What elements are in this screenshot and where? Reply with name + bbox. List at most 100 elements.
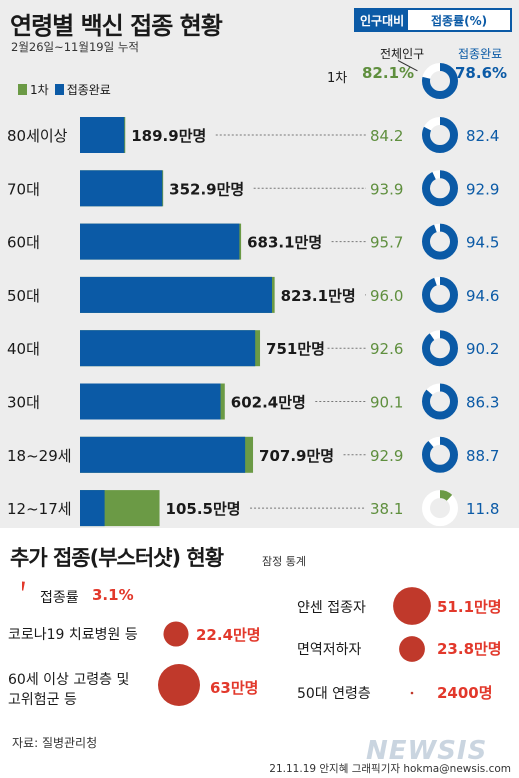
- legend-first-dose-label: 1차: [30, 83, 49, 97]
- first-dose-pct: 92.6: [370, 340, 403, 358]
- booster-rate-donut: [6, 581, 38, 613]
- bar-value-label: 105.5만명: [166, 500, 241, 518]
- booster-group-label: 얀센 접종자: [297, 600, 366, 616]
- legend-completed-label: 접종완료: [66, 83, 111, 97]
- booster-bubble: [163, 621, 189, 647]
- booster-group-label: 면역저하자: [297, 642, 362, 658]
- booster-group-label: 50대 연령층: [297, 686, 371, 702]
- completed-pct: 94.5: [466, 234, 499, 252]
- overall-donut-arc: [422, 63, 458, 99]
- age-donut-arc: [422, 276, 458, 313]
- completed-pct: 82.4: [466, 127, 499, 145]
- first-dose-pct: 38.1: [370, 500, 403, 518]
- overall-first-pct: 82.1%: [362, 64, 415, 82]
- overall-done-pct: 78.6%: [455, 64, 508, 82]
- completed-pct: 86.3: [466, 394, 499, 412]
- completed-pct: 94.6: [466, 287, 499, 305]
- completed-bar: [80, 383, 221, 420]
- age-donut-arc: [422, 117, 458, 153]
- booster-group-label: 60세 이상 고령층 및: [8, 672, 130, 688]
- category-label: 80세이상: [7, 127, 68, 145]
- completed-bar: [80, 276, 272, 313]
- category-label: 18~29세: [7, 447, 72, 465]
- first-dose-pct: 84.2: [370, 127, 403, 145]
- bar-value-label: 352.9만명: [169, 180, 244, 198]
- bar-value-label: 189.9만명: [131, 127, 206, 145]
- page-title: 연령별 백신 접종 현황: [10, 12, 223, 40]
- booster-bubble: [399, 636, 425, 662]
- booster-group-value: 22.4만명: [196, 626, 261, 644]
- category-label: 60대: [7, 234, 40, 252]
- completed-bar: [80, 223, 240, 260]
- legend-completed-swatch: [54, 84, 64, 95]
- period-label: 2월26일~11월19일 누적: [11, 40, 139, 54]
- age-donut: [422, 223, 458, 260]
- age-bar-chart: 80세이상 189.9만명 84.2 82.4 70대 352.9만명 93.9 92.9 60…: [7, 63, 499, 527]
- completed-pct: 88.7: [466, 447, 499, 465]
- booster-bubble: [393, 587, 431, 625]
- first-dose-pct: 92.9: [370, 447, 403, 465]
- first-dose-pct: 96.0: [370, 287, 403, 305]
- age-donut-arc: [422, 436, 458, 473]
- age-donut-arc: [422, 330, 458, 367]
- booster-group-value: 23.8만명: [437, 640, 502, 658]
- booster-group-label-line2: 고위험군 등: [8, 692, 77, 708]
- completed-bar: [80, 117, 125, 153]
- booster-subtitle: 잠정 통계: [262, 555, 306, 568]
- newsis-watermark: NEWSIS: [366, 736, 488, 766]
- age-donut: [422, 276, 458, 313]
- completed-pct: 11.8: [466, 500, 499, 518]
- booster-group-value: 2400명: [437, 684, 493, 702]
- age-donut: [422, 490, 458, 527]
- booster-rate-value: 3.1%: [92, 586, 134, 604]
- rate-badge: 인구대비 접종률(%): [354, 8, 512, 32]
- booster-group-value: 51.1만명: [437, 598, 502, 616]
- booster-bubble: [158, 664, 200, 706]
- category-label: 30대: [7, 394, 40, 412]
- completed-bar: [80, 330, 256, 367]
- booster-panel: [0, 528, 519, 778]
- booster-bubble: [410, 691, 414, 695]
- completed-bar: [80, 170, 163, 207]
- bar-value-label: 751만명: [266, 340, 325, 358]
- category-label: 40대: [7, 340, 40, 358]
- category-label: 70대: [7, 180, 40, 198]
- booster-rate-label: 접종률: [40, 590, 79, 606]
- age-donut-arc: [422, 170, 458, 207]
- completed-bar: [80, 490, 105, 527]
- completed-pct: 92.9: [466, 180, 499, 198]
- first-dose-pct: 90.1: [370, 394, 403, 412]
- age-donut: [422, 117, 458, 153]
- age-donut: [422, 170, 458, 207]
- badge-left-label: 인구대비: [356, 10, 409, 30]
- booster-group-value: 63만명: [210, 679, 259, 697]
- legend: 1차 접종완료: [18, 81, 117, 98]
- bar-value-label: 683.1만명: [247, 234, 322, 252]
- age-donut-arc: [422, 223, 458, 260]
- age-donut: [422, 383, 458, 420]
- booster-rate-donut-arc: [6, 581, 38, 613]
- bar-value-label: 602.4만명: [231, 394, 306, 412]
- total-population-header: 전체인구: [380, 47, 425, 61]
- age-donut-arc: [422, 383, 458, 420]
- first-dose-pct: 93.9: [370, 180, 403, 198]
- age-donut-arc: [422, 490, 458, 527]
- overall-donut: [422, 63, 458, 99]
- badge-right-label: 접종률(%): [431, 13, 488, 28]
- completed-bar: [80, 436, 246, 473]
- category-label: 50대: [7, 287, 40, 305]
- source-note: 자료: 질병관리청: [12, 736, 98, 750]
- category-label: 12~17세: [7, 500, 72, 518]
- bar-value-label: 823.1만명: [281, 287, 356, 305]
- overall-first-label: 1차: [327, 71, 348, 86]
- booster-title: 추가 접종(부스터샷) 현황: [10, 546, 224, 570]
- completed-pct: 90.2: [466, 340, 499, 358]
- age-donut: [422, 436, 458, 473]
- first-dose-pct: 95.7: [370, 234, 403, 252]
- booster-group-label: 코로나19 치료병원 등: [8, 627, 138, 643]
- credit-line: 21.11.19 안지혜 그래픽기자 hokma@newsis.com: [269, 763, 511, 775]
- bar-value-label: 707.9만명: [259, 447, 334, 465]
- age-donut: [422, 330, 458, 367]
- legend-first-dose-swatch: [18, 84, 27, 95]
